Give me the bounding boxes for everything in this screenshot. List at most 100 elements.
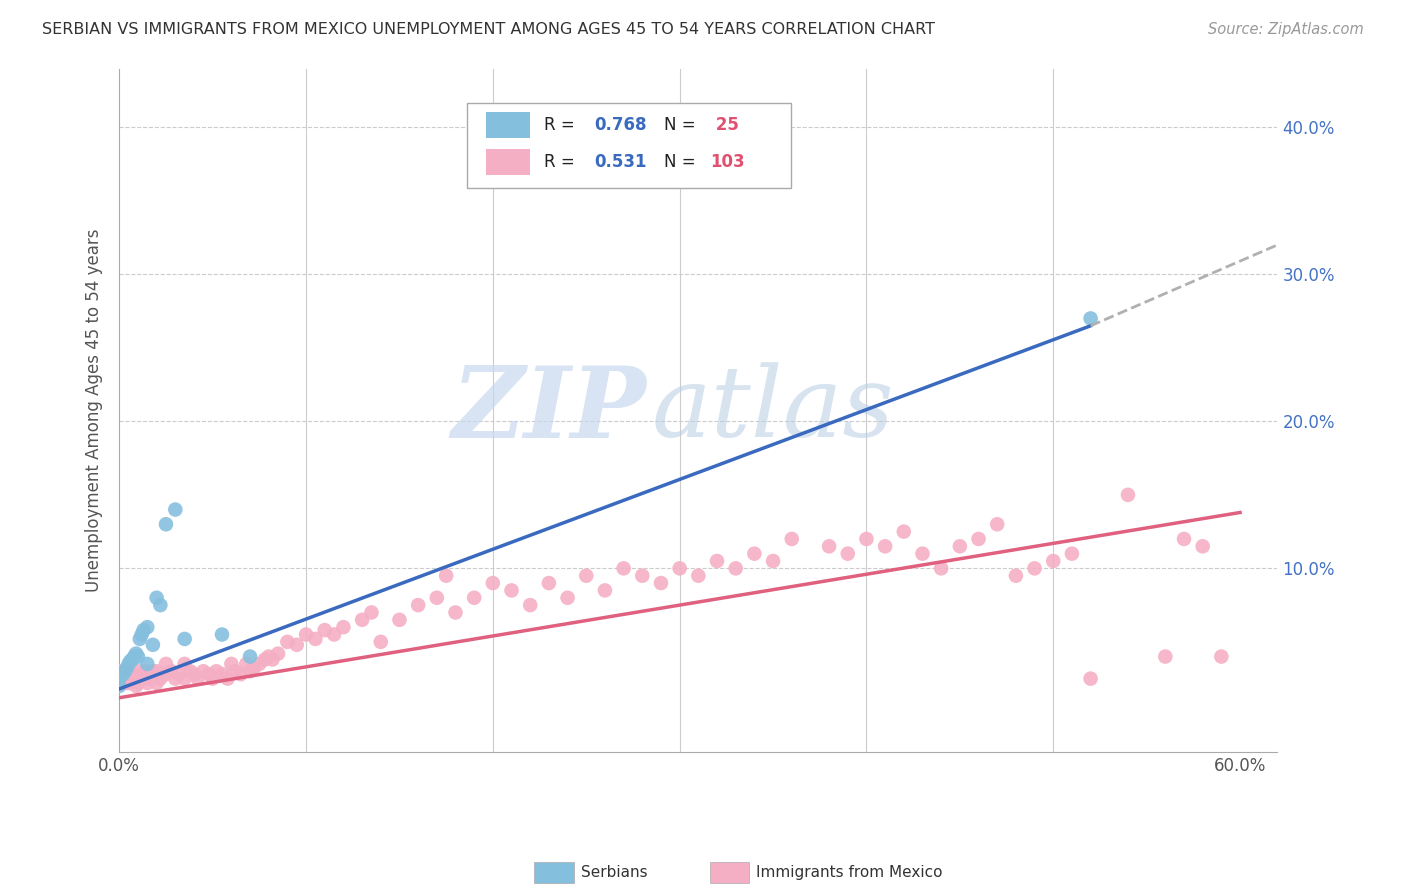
Point [134, 665, 156, 679]
Point [108, 672, 131, 686]
Point [125, 647, 148, 661]
Point [762, 554, 785, 568]
Text: N =: N = [664, 153, 700, 171]
Point [575, 568, 598, 582]
FancyBboxPatch shape [467, 103, 792, 188]
Point [127, 676, 149, 690]
Point [1116, 488, 1139, 502]
Point [211, 667, 233, 681]
Point [136, 657, 159, 671]
Point [688, 568, 710, 582]
Point [650, 576, 672, 591]
Point [165, 672, 187, 686]
Point [744, 547, 766, 561]
Point [247, 657, 270, 671]
Point [145, 591, 167, 605]
Point [108, 665, 131, 679]
Point [463, 591, 485, 605]
Point [323, 627, 346, 641]
Text: atlas: atlas [652, 363, 894, 458]
Point [285, 638, 308, 652]
Point [136, 667, 159, 681]
Point [111, 667, 134, 681]
Point [193, 665, 215, 679]
Point [224, 665, 246, 679]
Point [276, 635, 298, 649]
Point [173, 657, 195, 671]
Point [121, 667, 143, 681]
Point [986, 517, 1008, 532]
Point [593, 583, 616, 598]
Text: R =: R = [544, 153, 581, 171]
Point [239, 665, 262, 679]
Point [145, 665, 167, 679]
Point [426, 591, 449, 605]
Point [114, 676, 136, 690]
Text: 103: 103 [710, 153, 745, 171]
Point [108, 672, 131, 686]
Point [257, 649, 280, 664]
Text: Serbians: Serbians [581, 865, 647, 880]
Point [121, 652, 143, 666]
Point [929, 561, 952, 575]
Point [855, 532, 877, 546]
Point [262, 652, 284, 666]
Point [149, 672, 172, 686]
Point [444, 606, 467, 620]
Point [155, 657, 177, 671]
Point [127, 649, 149, 664]
Point [1080, 311, 1102, 326]
Point [631, 568, 654, 582]
Point [1154, 649, 1177, 664]
Point [893, 524, 915, 539]
Point [242, 661, 264, 675]
Bar [486, 112, 530, 138]
Point [1005, 568, 1028, 582]
Text: 0.768: 0.768 [595, 116, 647, 135]
Text: Source: ZipAtlas.com: Source: ZipAtlas.com [1208, 22, 1364, 37]
Text: 25: 25 [710, 116, 738, 135]
Point [1211, 649, 1233, 664]
Point [117, 657, 139, 671]
Point [120, 654, 142, 668]
Point [967, 532, 990, 546]
Point [179, 665, 201, 679]
Point [1042, 554, 1064, 568]
Point [167, 667, 190, 681]
Point [724, 561, 747, 575]
Point [332, 620, 354, 634]
Text: R =: R = [544, 116, 581, 135]
Point [125, 679, 148, 693]
Point [780, 532, 803, 546]
Point [155, 667, 177, 681]
Point [837, 547, 859, 561]
Point [370, 635, 392, 649]
Point [132, 623, 155, 637]
Point [911, 547, 934, 561]
Point [127, 665, 149, 679]
Bar [486, 149, 530, 175]
Point [211, 627, 233, 641]
Point [352, 613, 374, 627]
Point [155, 517, 177, 532]
Point [128, 632, 150, 646]
Point [1191, 539, 1213, 553]
Point [120, 672, 142, 686]
Point [183, 667, 205, 681]
Point [142, 665, 165, 679]
Point [205, 665, 228, 679]
Point [267, 647, 290, 661]
Point [122, 672, 145, 686]
Point [187, 672, 209, 686]
Text: 0.531: 0.531 [595, 153, 647, 171]
Point [482, 576, 505, 591]
Point [613, 561, 636, 575]
Point [519, 598, 541, 612]
Point [138, 672, 160, 686]
Point [145, 676, 167, 690]
Point [557, 591, 579, 605]
Point [136, 676, 159, 690]
Point [122, 649, 145, 664]
Point [706, 554, 728, 568]
Text: ZIP: ZIP [451, 362, 647, 458]
